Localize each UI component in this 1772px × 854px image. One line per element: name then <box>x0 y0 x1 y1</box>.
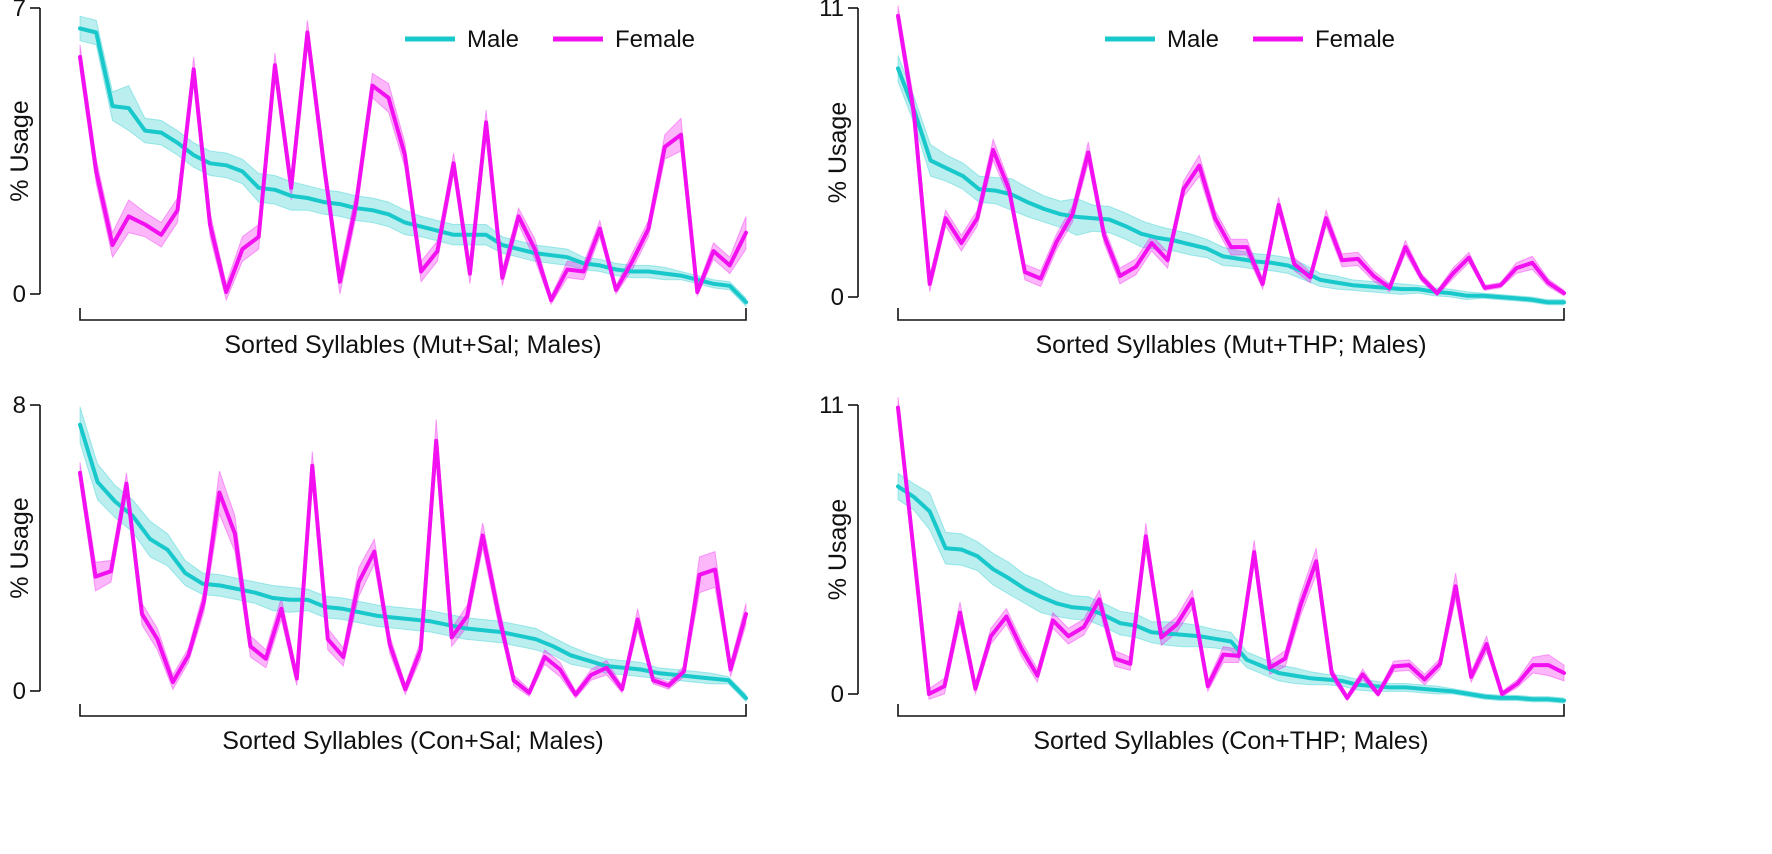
x-axis-label: Sorted Syllables (Mut+Sal; Males) <box>224 331 601 359</box>
female-error-band <box>79 20 747 306</box>
y-axis-label: % Usage <box>6 497 34 598</box>
legend-label-male: Male <box>467 26 519 53</box>
panel-mut-sal: 0 7 % Usage Sorted Syllables (Mut+Sal; Male… <box>6 0 748 359</box>
y-tick-label: 0 <box>831 284 844 311</box>
male-error-band <box>897 55 1565 306</box>
female-error-band <box>897 5 1565 297</box>
y-tick-label: 7 <box>13 0 26 22</box>
x-axis-label: Sorted Syllables (Con+Sal; Males) <box>222 727 603 755</box>
x-axis-line <box>897 308 1565 321</box>
male-series-line <box>78 26 748 305</box>
legend-label-female: Female <box>615 26 695 53</box>
legend-label-male: Male <box>1167 26 1219 53</box>
x-axis-label: Sorted Syllables (Mut+THP; Males) <box>1035 331 1426 359</box>
y-tick-label: 11 <box>819 392 844 419</box>
x-axis-line <box>897 704 1565 717</box>
x-axis-label: Sorted Syllables (Con+THP; Males) <box>1033 727 1428 755</box>
legend: Male Female <box>405 26 695 53</box>
y-tick-label: 0 <box>13 281 26 308</box>
female-series-line <box>78 438 748 697</box>
y-axis-label: % Usage <box>824 499 852 600</box>
x-axis-line <box>79 704 747 717</box>
y-tick-label: 8 <box>13 392 26 419</box>
female-series-line <box>78 30 748 303</box>
male-error-band <box>897 472 1565 704</box>
x-axis-line <box>79 308 747 321</box>
legend: Male Female <box>1105 26 1395 53</box>
female-series-line <box>896 13 1566 296</box>
male-error-band <box>79 406 747 703</box>
legend-label-female: Female <box>1315 26 1395 53</box>
panel-mut-thp: 0 11 % Usage Sorted Syllables (Mut+THP; Mal… <box>819 0 1566 359</box>
male-series-line <box>78 422 748 701</box>
y-tick-label: 11 <box>819 0 844 22</box>
y-axis-label: % Usage <box>824 102 852 203</box>
male-series-line <box>896 484 1566 703</box>
female-error-band <box>897 397 1565 702</box>
y-tick-label: 0 <box>13 678 26 705</box>
y-tick-label: 0 <box>831 681 844 708</box>
panel-con-thp: 0 11 % Usage Sorted Syllables (Con+THP; Mal… <box>819 392 1566 755</box>
panel-con-sal: 0 8 % Usage Sorted Syllables (Con+Sal; Male… <box>6 392 748 755</box>
male-error-band <box>79 15 747 308</box>
female-series-line <box>896 405 1566 700</box>
y-axis-label: % Usage <box>6 100 34 201</box>
